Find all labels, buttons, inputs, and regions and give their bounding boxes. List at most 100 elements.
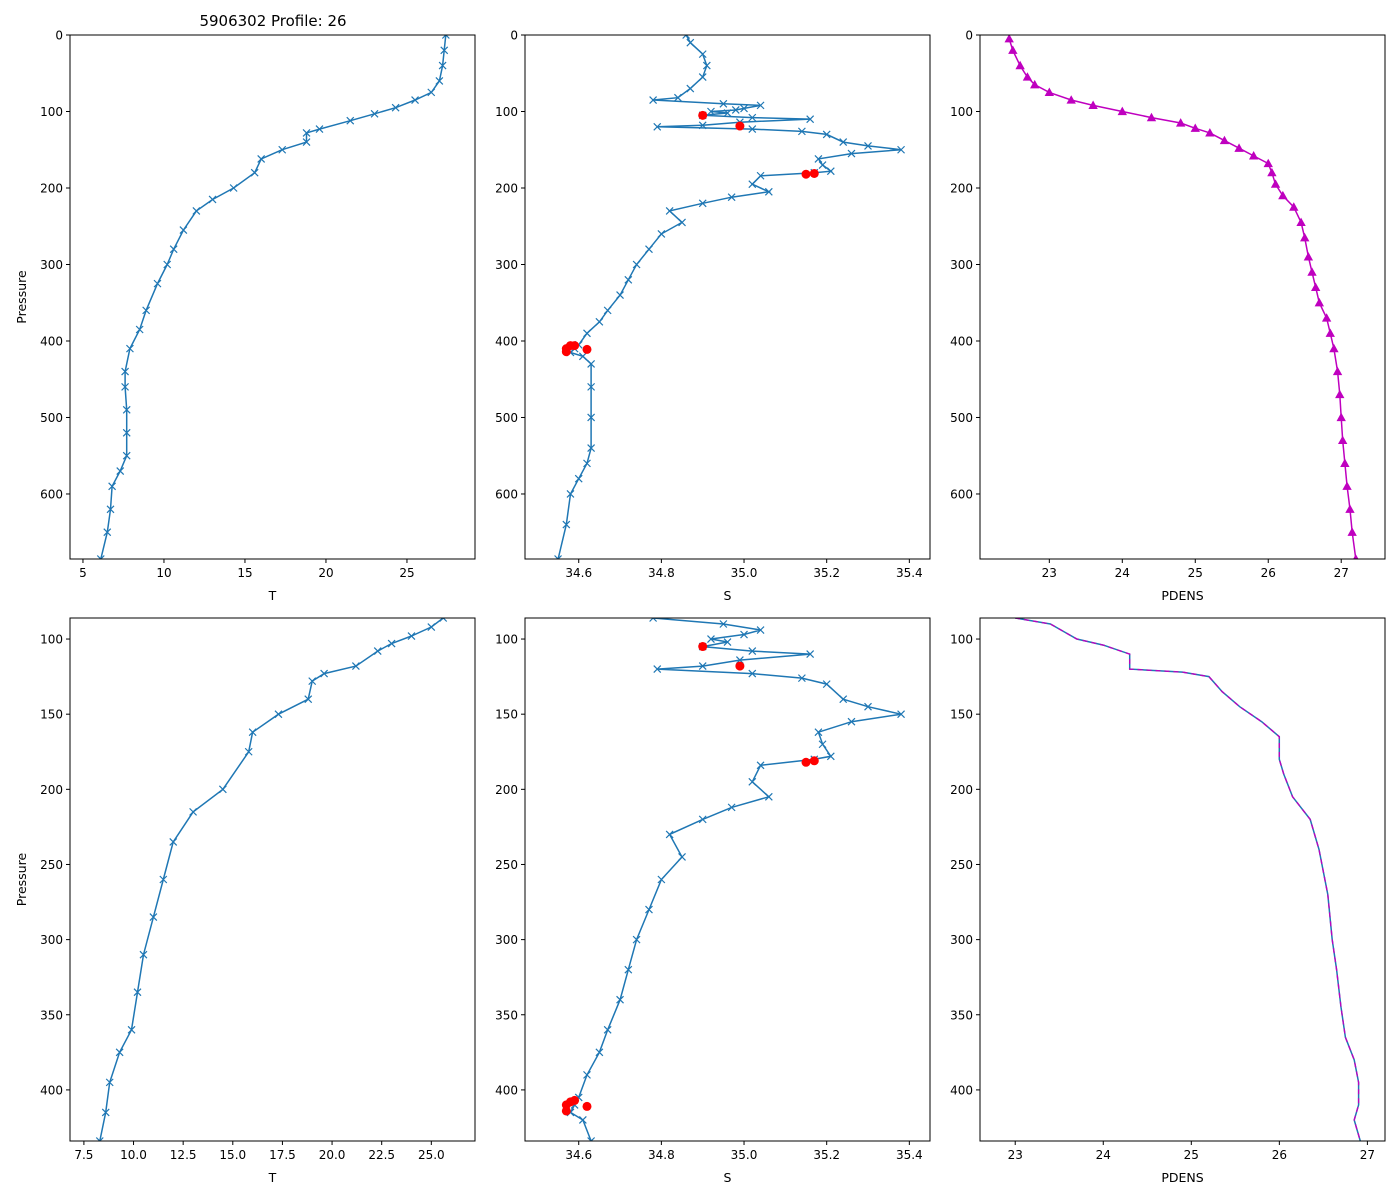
panel-bottom-density: 23 24 25 26 27 100 150 200 250 300 350 400 PDENS bbox=[950, 617, 1386, 1185]
data-point bbox=[1044, 87, 1054, 96]
data-point bbox=[719, 99, 728, 108]
y-tick-label: 0 bbox=[965, 29, 973, 43]
data-point bbox=[678, 218, 686, 227]
y-tick-label: 250 bbox=[495, 858, 518, 872]
data-point bbox=[723, 109, 732, 117]
data-point bbox=[731, 106, 740, 114]
data-point bbox=[153, 279, 162, 288]
data-point bbox=[616, 995, 624, 1004]
data-point bbox=[135, 325, 144, 334]
data-point bbox=[1314, 297, 1324, 307]
data-point bbox=[103, 528, 112, 537]
data-point bbox=[1219, 135, 1230, 145]
y-tick-label: 500 bbox=[950, 411, 973, 425]
data-point bbox=[1332, 366, 1343, 376]
data-point bbox=[1336, 412, 1346, 422]
data-point bbox=[826, 752, 835, 761]
y-tick-label: 350 bbox=[40, 1008, 63, 1022]
data-point bbox=[839, 138, 848, 147]
x-tick-label: 35.4 bbox=[896, 566, 923, 580]
data-point bbox=[274, 710, 283, 719]
y-tick-label: 150 bbox=[495, 708, 518, 722]
data-point bbox=[1311, 282, 1321, 292]
y-tick-label: 300 bbox=[40, 933, 63, 947]
flagged-point bbox=[582, 1101, 592, 1111]
y-tick-label: 200 bbox=[495, 181, 518, 195]
data-point bbox=[806, 115, 815, 124]
data-point bbox=[686, 38, 695, 47]
x-axis-label: S bbox=[724, 1170, 732, 1185]
y-tick-label: 100 bbox=[495, 633, 518, 647]
series-line bbox=[99, 618, 444, 1141]
data-point bbox=[1004, 35, 1014, 43]
x-tick-label: 23 bbox=[1008, 1148, 1023, 1162]
data-point bbox=[719, 620, 728, 628]
y-tick-label: 350 bbox=[495, 1008, 518, 1022]
density-overlay-line bbox=[1015, 618, 1361, 1141]
data-point bbox=[163, 260, 172, 269]
data-point bbox=[1338, 435, 1348, 445]
flagged-point bbox=[570, 341, 580, 351]
data-point bbox=[826, 167, 835, 176]
data-point bbox=[847, 149, 856, 158]
data-point bbox=[595, 1048, 604, 1057]
panel-bottom-temperature: 7.5 10.0 12.5 15.0 17.5 20.0 22.5 25.0 100 150 200… bbox=[14, 617, 476, 1185]
data-point bbox=[740, 630, 748, 639]
data-point bbox=[723, 638, 732, 646]
data-point bbox=[1289, 202, 1299, 211]
y-tick-label: 0 bbox=[55, 29, 63, 43]
x-tick-label: 10.0 bbox=[120, 1148, 147, 1162]
data-point bbox=[1303, 252, 1314, 261]
series-line bbox=[100, 35, 447, 559]
data-point bbox=[101, 1108, 110, 1117]
flagged-point bbox=[735, 661, 745, 671]
data-point bbox=[116, 467, 125, 475]
data-point bbox=[1008, 45, 1018, 54]
data-point bbox=[142, 306, 151, 315]
data-point bbox=[244, 747, 253, 756]
data-point bbox=[665, 207, 674, 215]
x-tick-label: 35.2 bbox=[813, 1148, 840, 1162]
plot-area bbox=[554, 35, 905, 559]
data-point bbox=[818, 161, 827, 169]
y-tick-label: 250 bbox=[950, 858, 973, 872]
data-point bbox=[587, 360, 596, 368]
axes-frame bbox=[69, 617, 476, 1142]
flagged-point bbox=[801, 757, 811, 767]
series-line bbox=[557, 35, 902, 559]
data-point bbox=[1347, 527, 1357, 536]
data-point bbox=[554, 555, 562, 559]
data-point bbox=[665, 830, 674, 839]
data-point bbox=[818, 740, 827, 749]
y-tick-label: 400 bbox=[40, 1083, 63, 1097]
y-tick-label: 200 bbox=[40, 783, 63, 797]
x-tick-label: 34.8 bbox=[648, 1148, 675, 1162]
x-tick-label: 7.5 bbox=[74, 1148, 93, 1162]
y-tick-label: 400 bbox=[40, 334, 63, 348]
data-point bbox=[566, 490, 575, 498]
data-point bbox=[616, 291, 624, 300]
flagged-point bbox=[582, 344, 592, 354]
y-tick-label: 300 bbox=[40, 258, 63, 272]
y-tick-label: 300 bbox=[495, 258, 518, 272]
data-point bbox=[127, 1025, 136, 1034]
data-point bbox=[149, 913, 158, 921]
data-point bbox=[1345, 504, 1355, 513]
data-point bbox=[1267, 167, 1277, 177]
plot-area bbox=[1004, 35, 1359, 559]
data-point bbox=[748, 125, 757, 134]
y-axis-label: Pressure bbox=[14, 853, 29, 907]
data-point bbox=[1307, 267, 1317, 276]
data-point bbox=[1329, 343, 1339, 353]
data-point bbox=[427, 623, 436, 631]
data-point bbox=[1278, 190, 1288, 200]
y-tick-label: 350 bbox=[950, 1008, 973, 1022]
axes-frame bbox=[979, 34, 1386, 560]
data-point bbox=[387, 639, 396, 648]
data-point bbox=[1325, 328, 1335, 337]
data-point bbox=[438, 61, 447, 70]
data-point bbox=[583, 329, 591, 338]
y-tick-label: 500 bbox=[495, 411, 518, 425]
data-point bbox=[304, 695, 313, 704]
x-tick-label: 27 bbox=[1360, 1148, 1375, 1162]
